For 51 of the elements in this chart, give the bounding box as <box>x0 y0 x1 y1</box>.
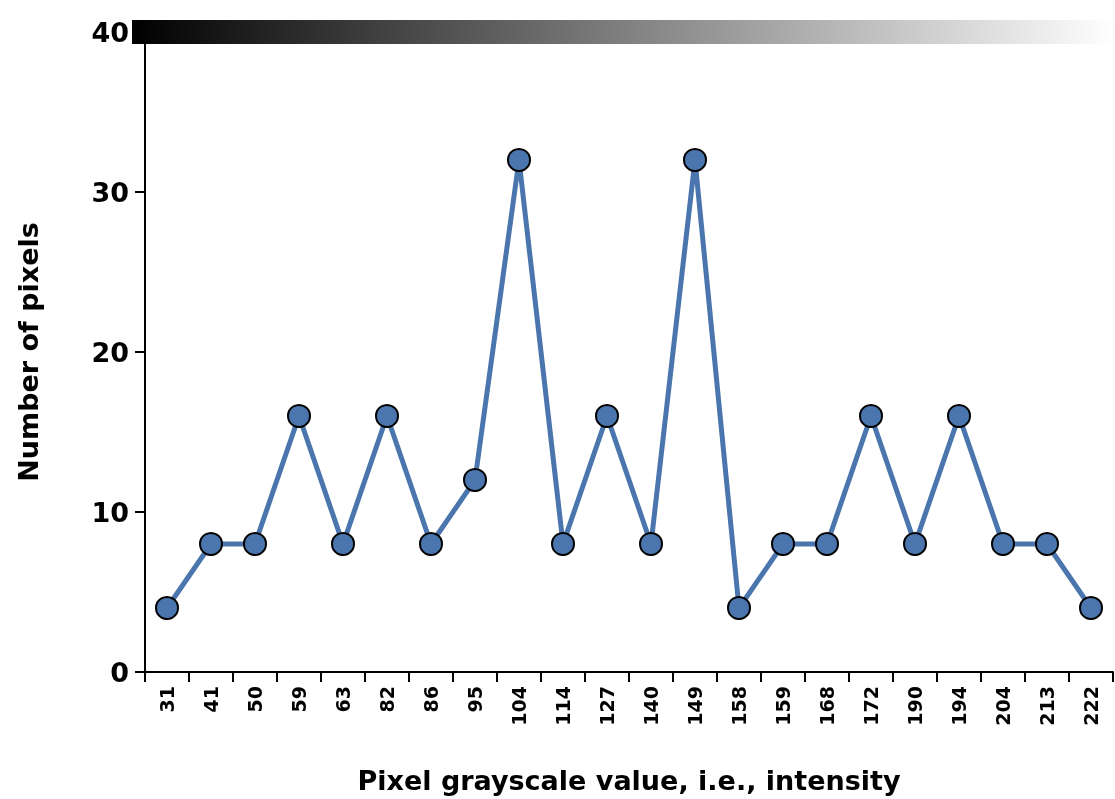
point <box>683 148 707 172</box>
x-tick-label: 149 <box>684 686 706 726</box>
x-tick-label: 222 <box>1080 686 1102 726</box>
x-tick-label: 95 <box>464 686 486 713</box>
x-tick-label: 31 <box>156 686 178 713</box>
y-tick-label: 20 <box>91 336 129 368</box>
point <box>287 404 311 428</box>
point <box>551 532 575 556</box>
y-tick-label: 40 <box>91 16 129 48</box>
point <box>507 148 531 172</box>
x-tick-label: 59 <box>288 686 310 713</box>
point <box>595 404 619 428</box>
point <box>463 468 487 492</box>
y-tick-label: 30 <box>91 176 129 208</box>
point <box>991 532 1015 556</box>
point <box>375 404 399 428</box>
x-tick-label: 204 <box>992 686 1014 726</box>
y-axis-title: Number of pixels <box>13 222 44 482</box>
x-tick-label: 213 <box>1036 686 1058 726</box>
x-tick-label: 190 <box>904 686 926 726</box>
point <box>243 532 267 556</box>
x-tick-label: 104 <box>508 686 530 726</box>
point <box>419 532 443 556</box>
x-tick-label: 114 <box>552 686 574 726</box>
point <box>947 404 971 428</box>
y-tick-label: 0 <box>110 656 129 688</box>
x-tick-label: 159 <box>772 686 794 726</box>
point <box>903 532 927 556</box>
point <box>639 532 663 556</box>
x-tick-label: 63 <box>332 686 354 713</box>
point <box>155 596 179 620</box>
point <box>727 596 751 620</box>
x-tick-label: 50 <box>244 686 266 713</box>
x-tick-label: 82 <box>376 686 398 713</box>
point <box>199 532 223 556</box>
x-tick-label: 127 <box>596 686 618 726</box>
point <box>859 404 883 428</box>
point <box>771 532 795 556</box>
point <box>331 532 355 556</box>
x-tick-label: 172 <box>860 686 882 726</box>
point <box>815 532 839 556</box>
x-tick-label: 194 <box>948 686 970 726</box>
x-axis-title: Pixel grayscale value, i.e., intensity <box>357 765 901 796</box>
x-tick-label: 168 <box>816 686 838 726</box>
y-tick-label: 10 <box>91 496 129 528</box>
x-tick-label: 41 <box>200 686 222 713</box>
point <box>1035 532 1059 556</box>
x-tick-label: 86 <box>420 686 442 713</box>
x-tick-label: 158 <box>728 686 750 726</box>
point <box>1079 596 1103 620</box>
x-tick-label: 140 <box>640 686 662 726</box>
